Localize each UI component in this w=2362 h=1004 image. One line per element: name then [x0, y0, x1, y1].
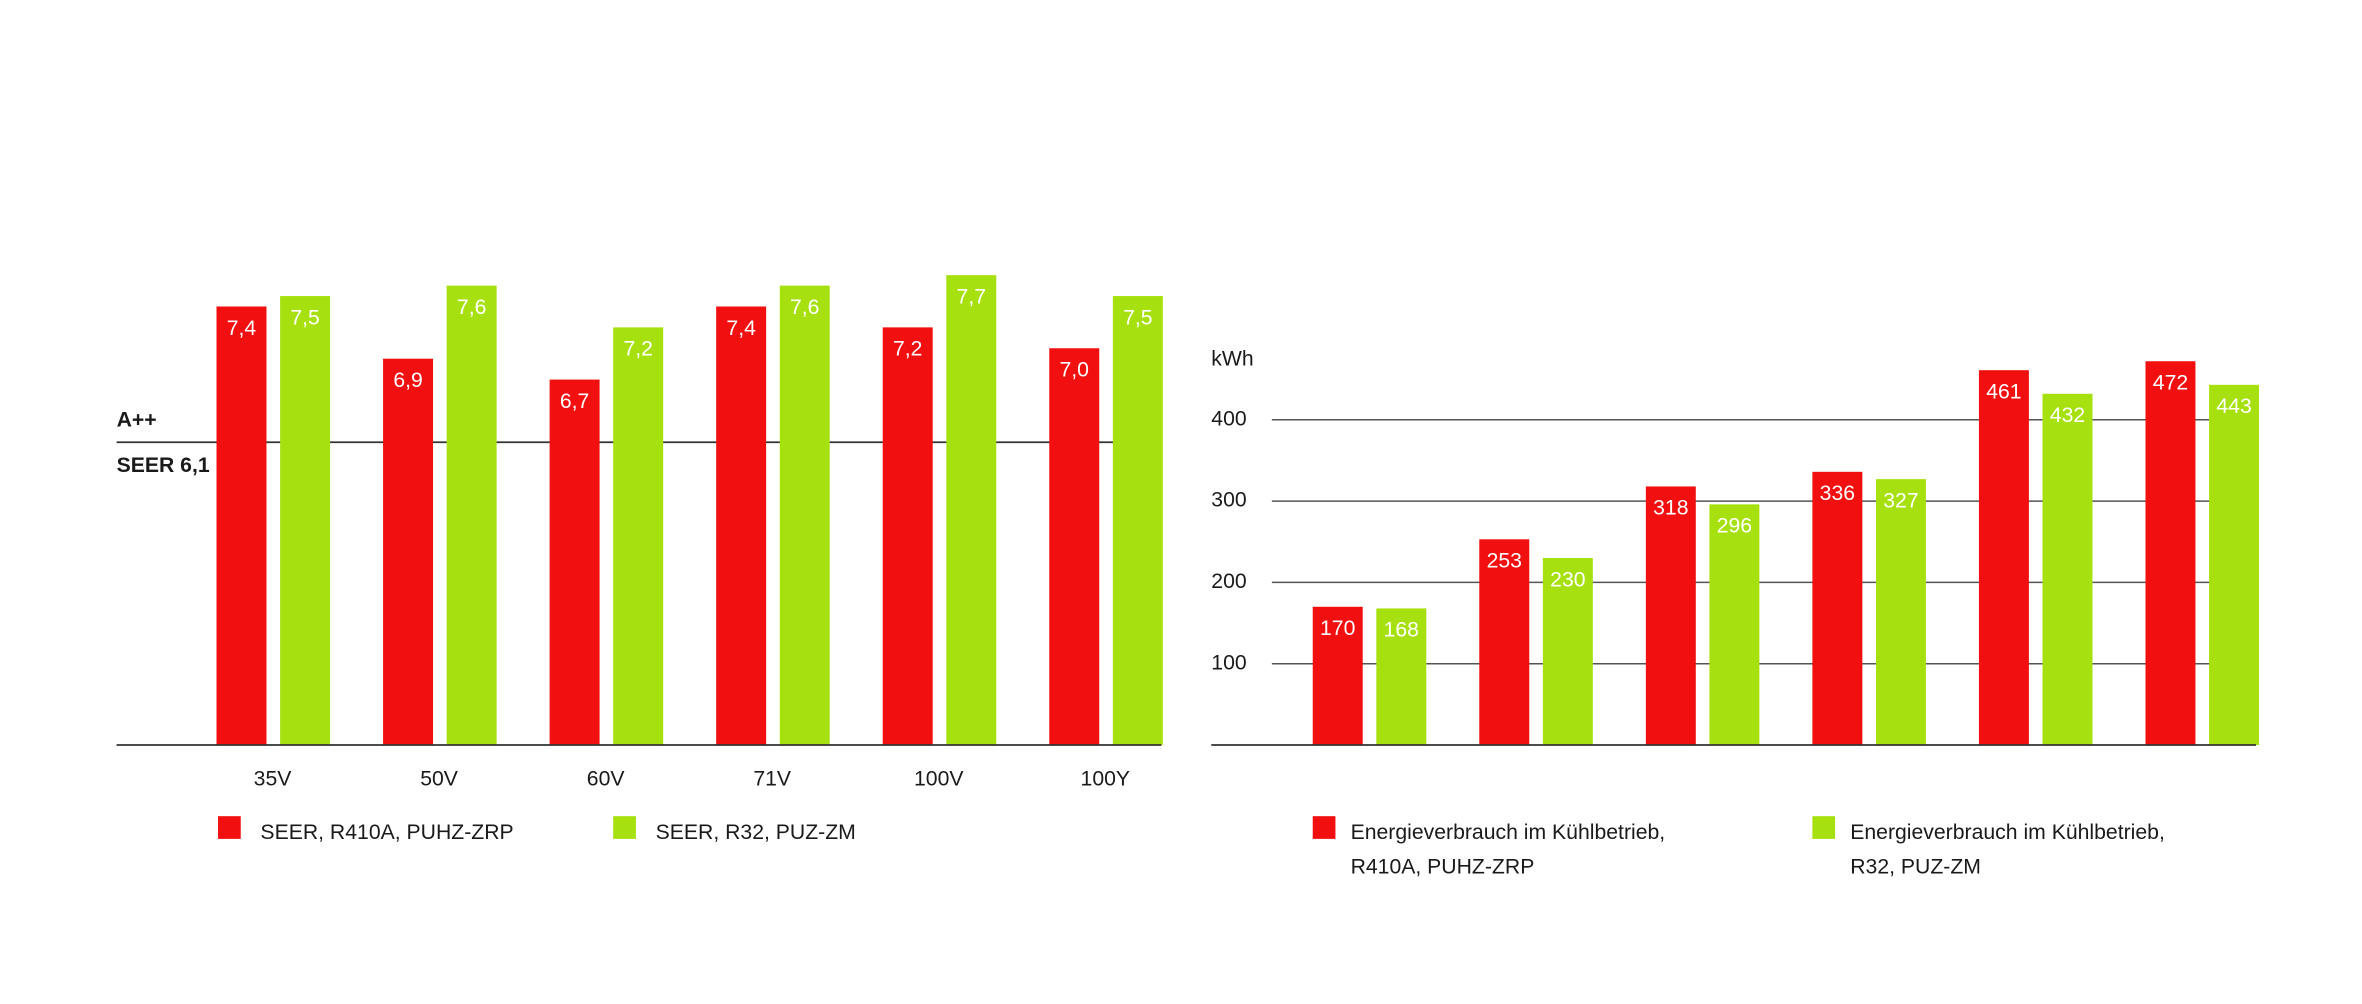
bar [882, 327, 933, 746]
value-label: 7,0 [1060, 359, 1089, 382]
legend-swatch [1312, 816, 1336, 839]
value-label: 7,6 [790, 296, 819, 319]
x-tick-label: 71V [753, 767, 792, 790]
bar [1049, 348, 1100, 746]
bar [216, 306, 267, 746]
value-label: 7,2 [623, 338, 652, 361]
bar [946, 275, 997, 746]
value-label: 296 [1717, 515, 1752, 538]
value-label: 472 [2153, 372, 2188, 395]
bar [1112, 296, 1163, 746]
bar [779, 285, 830, 746]
bar [1978, 370, 2029, 746]
x-tick-label: 100Y [1081, 767, 1130, 790]
legend-label: SEER, R410A, PUHZ-ZRP [260, 819, 514, 844]
legend-item: SEER, R32, PUZ-ZM [613, 815, 976, 850]
bar [549, 379, 600, 746]
bar [1312, 606, 1363, 746]
value-label: 7,5 [290, 306, 319, 329]
x-tick-label: 35V [254, 767, 293, 790]
legend-item: Energieverbrauch im Kühlbetrieb, R32, PU… [1812, 815, 2206, 885]
bar [716, 306, 767, 746]
value-label: 7,4 [726, 317, 756, 340]
bar [1376, 608, 1427, 746]
value-label: 461 [1986, 380, 2021, 403]
reference-label: A++ [117, 409, 157, 432]
value-label: 318 [1653, 497, 1688, 520]
bar [2042, 393, 2093, 746]
legend-item: SEER, R410A, PUHZ-ZRP [218, 815, 581, 850]
value-label: 7,7 [957, 285, 986, 308]
legend-label: SEER, R32, PUZ-ZM [655, 819, 856, 844]
y-axis-label: kWh [1211, 347, 1253, 370]
bar [1542, 558, 1593, 746]
value-label: 7,4 [227, 317, 257, 340]
legend-label: Energieverbrauch im Kühlbetrieb, R410A, … [1350, 819, 1666, 879]
bar [613, 327, 664, 746]
value-label: 327 [1883, 489, 1918, 512]
value-label: 230 [1550, 568, 1585, 591]
value-label: 253 [1487, 550, 1522, 573]
value-label: 7,2 [893, 338, 922, 361]
reference-label: SEER 6,1 [117, 454, 210, 477]
legend-swatch [613, 816, 636, 839]
value-label: 170 [1320, 617, 1355, 640]
bar [1709, 504, 1760, 746]
value-label: 443 [2216, 395, 2251, 418]
value-label: 432 [2050, 404, 2085, 427]
legend-item: Energieverbrauch im Kühlbetrieb, R410A, … [1312, 815, 1707, 885]
bar [2209, 384, 2260, 746]
value-label: 6,9 [393, 369, 422, 392]
bar [1812, 471, 1863, 746]
y-tick-label: 200 [1211, 570, 1246, 593]
value-label: 7,5 [1123, 306, 1152, 329]
value-label: 168 [1384, 619, 1419, 642]
x-tick-label: 50V [420, 767, 459, 790]
bar [383, 358, 434, 746]
y-tick-label: 100 [1211, 651, 1246, 674]
legend-swatch [1812, 816, 1836, 839]
value-label: 336 [1820, 482, 1855, 505]
x-tick-label: 60V [587, 767, 626, 790]
legend-swatch [218, 816, 241, 839]
bar [280, 296, 331, 746]
bar [446, 285, 497, 746]
value-label: 7,6 [457, 296, 486, 319]
bar [1875, 479, 1926, 746]
y-tick-label: 400 [1211, 407, 1246, 430]
y-tick-label: 300 [1211, 489, 1246, 512]
bar [1479, 539, 1530, 746]
bar [1645, 486, 1696, 746]
legend-label: Energieverbrauch im Kühlbetrieb, R32, PU… [1850, 819, 2165, 879]
x-tick-label: 100V [914, 767, 964, 790]
value-label: 6,7 [560, 390, 589, 413]
bar [2145, 361, 2196, 746]
